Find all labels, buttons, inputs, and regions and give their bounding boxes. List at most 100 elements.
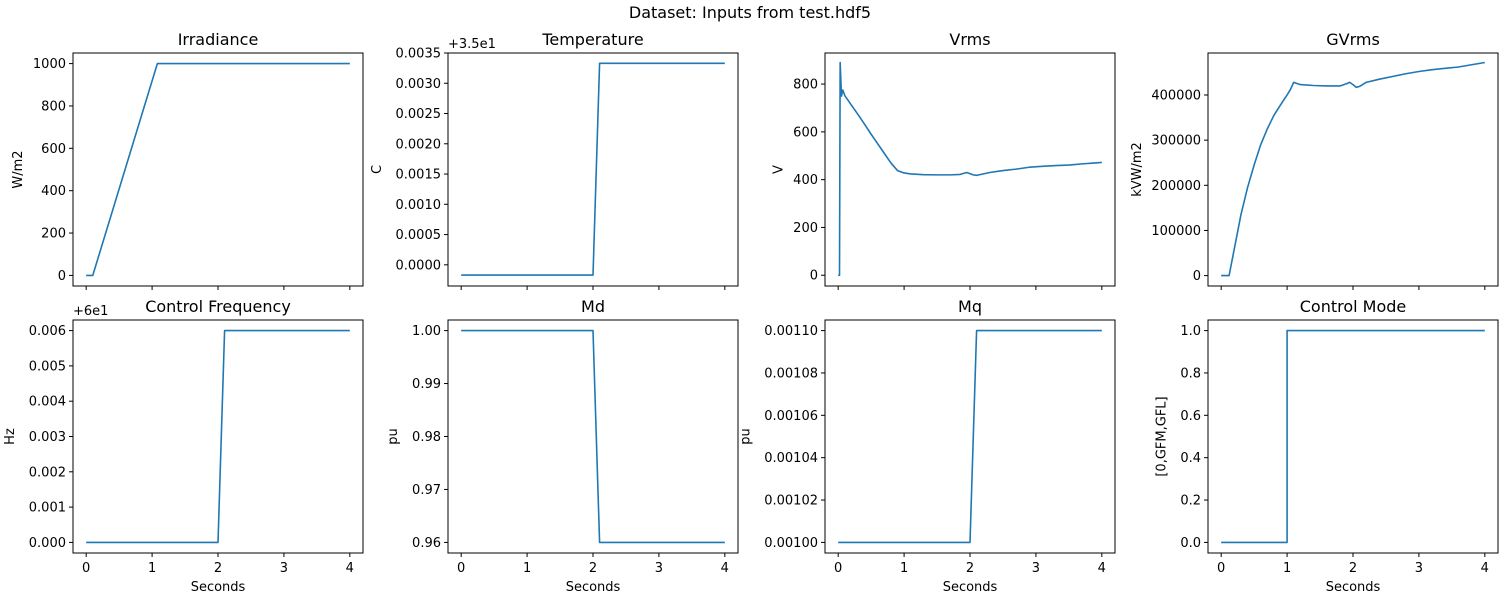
x-tick-label: 2 [589,561,597,576]
series-line [461,329,725,544]
subplot-title: Irradiance [178,30,259,49]
subplot-control-mode: Control Mode 0.0 0.2 0.4 0.6 0.8 1.0 0 1 2 3 4 Secon… [1154,297,1499,595]
y-tick-label: 0.97 [412,483,441,498]
y-tick-label: 0.98 [412,430,441,445]
y-tick-label: 0.00104 [764,451,818,466]
x-tick-label: 2 [214,561,222,576]
x-axis-label: Seconds [1326,580,1381,595]
y-tick-label: 200 [41,227,66,242]
subplot-temperature: Temperature 0.0000 0.0005 0.0010 0.0015 0.002… [370,30,739,290]
y-tick-label: 800 [41,99,66,114]
x-tick-label: 3 [1032,561,1040,576]
subplot-title: Control Mode [1300,297,1407,316]
subplot-gvrms: GVrms 0 100000 200000 300000 400000 kVW/m2 [1130,30,1499,290]
x-tick-label: 2 [966,561,974,576]
y-tick-label: 300000 [1151,134,1201,149]
x-tick-label: 1 [1283,561,1291,576]
y-tick-label: 0 [1193,269,1201,284]
subplot-md: Md 0.96 0.97 0.98 0.99 1.00 0 1 2 3 4 Seconds pu [386,297,739,595]
subplot-title: Temperature [541,30,643,49]
x-tick-label: 3 [1415,561,1423,576]
y-tick-label: 0.004 [29,395,66,410]
x-tick-label: 1 [900,561,908,576]
series-line [1221,329,1485,544]
x-tick-label: 0 [834,561,842,576]
plot-frame [1207,319,1499,554]
y-axis-label: pu [739,428,754,445]
y-tick-label: 0.006 [29,324,66,339]
y-tick-label: 0.0030 [396,77,442,92]
y-tick-label: 0.4 [1180,451,1201,466]
series-line [838,61,1102,277]
x-tick-label: 3 [655,561,663,576]
y-axis-label: C [370,165,385,174]
y-tick-label: 0.8 [1180,366,1201,381]
y-tick-label: 0.000 [29,536,66,551]
series-line [838,329,1102,544]
y-tick-label: 0.0025 [396,107,442,122]
subplot-title: Control Frequency [145,297,291,316]
series-line [461,62,725,276]
y-tick-label: 0.0035 [396,47,442,62]
subplot-irradiance: Irradiance 0 200 400 600 800 1000 W/m2 [11,30,364,290]
series-line [1221,61,1485,277]
y-tick-label: 0.0 [1180,536,1201,551]
x-tick-label: 0 [457,561,465,576]
y-tick-label: 600 [41,142,66,157]
x-axis-label: Seconds [943,580,998,595]
y-tick-label: 0.99 [412,377,441,392]
series-line [86,62,350,277]
y-tick-label: 200 [793,221,818,236]
y-tick-label: 1.0 [1180,324,1201,339]
x-tick-label: 2 [1349,561,1357,576]
y-tick-label: 200000 [1151,179,1201,194]
subplot-title: GVrms [1326,30,1380,49]
y-tick-label: 600 [793,125,818,140]
x-axis-label: Seconds [566,580,621,595]
y-tick-label: 400000 [1151,88,1201,103]
x-tick-label: 0 [82,561,90,576]
y-tick-label: 0 [810,269,818,284]
x-tick-label: 0 [1217,561,1225,576]
y-tick-label: 1.00 [412,324,441,339]
y-tick-label: 0.0020 [396,137,442,152]
y-tick-label: 0.0005 [396,228,442,243]
y-tick-label: 0.00102 [764,494,818,509]
y-tick-label: 0 [58,269,66,284]
subplot-mq: Mq 0.00100 0.00102 0.00104 0.00106 0.00108 0.0… [739,297,1116,595]
y-tick-label: 800 [793,78,818,93]
y-tick-label: 0.00110 [764,324,818,339]
x-tick-label: 4 [346,561,354,576]
y-tick-label: 0.0000 [396,258,442,273]
plot-frame [72,52,364,287]
y-tick-label: 0.6 [1180,409,1201,424]
y-tick-label: 0.00100 [764,536,818,551]
x-tick-label: 3 [280,561,288,576]
x-tick-label: 4 [1481,561,1489,576]
y-tick-label: 0.002 [29,465,66,480]
y-tick-label: 0.0015 [396,168,442,183]
subplot-grid: Irradiance02004006008001000W/m2Temperatu… [3,30,1499,595]
series-line [86,329,350,544]
y-tick-label: 400 [41,184,66,199]
figure-suptitle: Dataset: Inputs from test.hdf5 [629,3,871,22]
x-axis-label: Seconds [191,580,246,595]
subplot-vrms: Vrms 0 200 400 600 800 V [771,30,1116,290]
y-tick-label: 0.2 [1180,494,1201,509]
y-tick-label: 0.005 [29,359,66,374]
y-axis-label: V [771,165,786,174]
y-tick-label: 0.0010 [396,198,442,213]
x-tick-label: 1 [148,561,156,576]
subplot-title: Mq [958,297,982,316]
y-axis-label: kVW/m2 [1130,142,1145,197]
y-axis-label: [0,GFM,GFL] [1154,396,1169,476]
plot-frame [824,52,1116,287]
y-tick-label: 0.001 [29,501,66,516]
subplot-control-frequency: Control Frequency 0.000 0.001 0.002 0.003 0.0… [3,297,364,595]
subplot-title: Vrms [949,30,990,49]
axis-offset-text: +3.5e1 [448,37,496,52]
x-tick-label: 4 [721,561,729,576]
y-tick-label: 0.00106 [764,409,818,424]
y-tick-label: 0.00108 [764,366,818,381]
